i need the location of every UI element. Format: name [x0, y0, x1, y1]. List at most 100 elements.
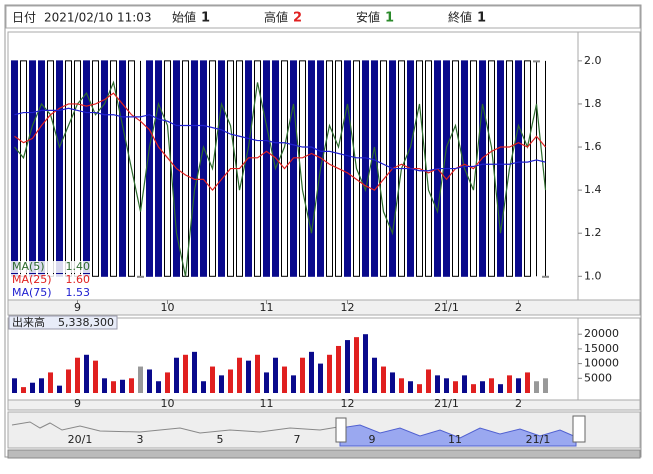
x-tick-label: 21/1 [434, 301, 459, 314]
open-label: 始値 [172, 10, 196, 25]
volume-bar [111, 381, 116, 393]
candle-body [110, 60, 117, 277]
candle-body [488, 60, 495, 277]
y-tick-label: 1.0 [584, 269, 602, 282]
y-tick-label: 15000 [584, 342, 619, 355]
volume-bar [498, 384, 503, 393]
range-handle[interactable] [572, 415, 586, 443]
candle-body [74, 60, 81, 277]
volume-bar [21, 387, 26, 393]
x-tick-label: 11 [260, 397, 274, 410]
volume-bar [237, 357, 242, 393]
volume-bar [345, 340, 350, 393]
volume-bar [372, 357, 377, 393]
volume-bar [516, 378, 521, 393]
volume-bar [255, 354, 260, 393]
legend-value: 1.40 [66, 260, 91, 273]
volume-bar [462, 375, 467, 393]
legend-value: 1.60 [66, 273, 91, 286]
date-label: 日付 [12, 11, 36, 25]
volume-bar [246, 360, 251, 393]
close-label: 終値 [448, 10, 472, 25]
y-tick-label: 10000 [584, 357, 619, 370]
volume-bar [300, 357, 305, 393]
volume-bar [30, 382, 35, 393]
candle-body [263, 60, 270, 277]
x-axis-strip [7, 399, 641, 411]
candle-body [524, 60, 531, 277]
ma-line [14, 107, 546, 172]
volume-bar [525, 372, 530, 393]
legend-bg [10, 261, 92, 273]
candle-body [362, 60, 369, 277]
candle-body [425, 60, 432, 277]
navigator-label: 9 [369, 433, 376, 446]
volume-bar [120, 379, 125, 393]
volume-bar [318, 363, 323, 393]
volume-label-bg [8, 315, 118, 330]
low-label: 安値 [356, 10, 380, 25]
legend-name: MA(75) [12, 286, 52, 299]
volume-bar [309, 351, 314, 393]
legend-bg [10, 274, 92, 286]
candle-body [56, 60, 63, 277]
x-tick-label: 2 [515, 301, 522, 314]
candle-body [155, 60, 162, 277]
volume-bar [75, 357, 80, 393]
volume-bar [471, 384, 476, 393]
range-handle[interactable] [335, 417, 347, 443]
y-tick-label: 1.4 [584, 183, 602, 196]
volume-bar [192, 351, 197, 393]
volume-bar [354, 337, 359, 393]
x-axis-strip [7, 299, 641, 316]
candle-body [11, 60, 18, 277]
legend-value: 1.53 [66, 286, 91, 299]
candle-body [245, 60, 252, 277]
volume-bar [327, 354, 332, 393]
scrollbar[interactable] [7, 449, 641, 459]
volume-bar [129, 378, 134, 393]
volume-bar [210, 366, 215, 393]
volume-bar [39, 378, 44, 393]
volume-bar [93, 360, 98, 393]
volume-bar [453, 381, 458, 393]
candle-body [182, 60, 189, 277]
volume-bar [183, 354, 188, 393]
candle-body [344, 60, 351, 277]
y-tick-label: 1.6 [584, 140, 602, 153]
volume-title: 出来高 [12, 315, 45, 329]
close-value: 1 [477, 11, 486, 26]
volume-bar [102, 378, 107, 393]
candle-body [290, 60, 297, 277]
x-tick-label: 9 [74, 397, 81, 410]
header-bar [5, 5, 641, 29]
volume-bar [273, 357, 278, 393]
ma-line [14, 80, 547, 277]
high-label: 高値 [264, 10, 288, 25]
legend-name: MA(25) [12, 273, 52, 286]
navigator-label: 11 [448, 433, 462, 446]
candle-body [101, 60, 108, 277]
volume-bar [147, 369, 152, 393]
candle-body [254, 60, 261, 277]
volume-bar [390, 372, 395, 393]
x-tick-label: 10 [161, 301, 175, 314]
legend-bg [10, 287, 92, 299]
volume-bar [156, 381, 161, 393]
volume-bar [363, 334, 368, 393]
y-tick-label: 1.2 [584, 226, 602, 239]
volume-bar [138, 366, 143, 393]
candle-body [200, 60, 207, 277]
candle-body [191, 60, 198, 277]
volume-bar [489, 378, 494, 393]
open-value: 1 [201, 11, 210, 26]
candle-body [542, 275, 549, 278]
navigator-line [11, 421, 339, 434]
volume-bar [174, 357, 179, 393]
volume-bar [408, 381, 413, 393]
volume-bar [534, 381, 539, 393]
volume-bar [507, 375, 512, 393]
volume-bar [66, 369, 71, 393]
candle-body [47, 60, 54, 277]
candle-body [65, 60, 72, 277]
